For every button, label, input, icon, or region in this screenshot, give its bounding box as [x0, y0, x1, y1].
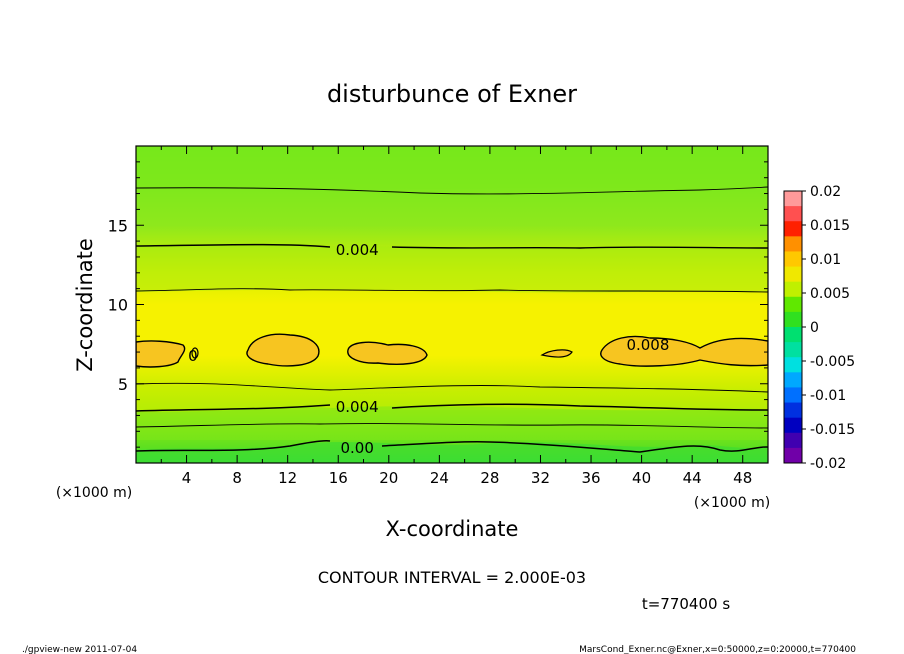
colorbar-segment: [784, 281, 802, 298]
colorbar-segment: [784, 251, 802, 268]
band-upper-green: [136, 146, 768, 189]
plot-area: 0.004 0.008 0 0.004 0.00: [136, 146, 768, 463]
colorbar-segment: [784, 266, 802, 283]
y-axis-ticks: 5 10 15: [108, 161, 768, 448]
colorbar-segment: [784, 221, 802, 237]
colorbar-label: -0.015: [810, 422, 855, 438]
y-axis-label: Z-coordinate: [73, 238, 97, 372]
x-tick-label: 12: [278, 469, 297, 487]
colorbar-label: -0.01: [810, 388, 846, 404]
colorbar-segment: [784, 327, 802, 343]
contour-label: 0.00: [340, 439, 373, 457]
colorbar-segment: [784, 206, 802, 222]
colorbar-label: 0.02: [810, 184, 841, 200]
footer-left: ./gpview-new 2011-07-04: [22, 645, 137, 654]
x-tick-label: 8: [232, 469, 242, 487]
contour-interval-label: CONTOUR INTERVAL = 2.000E-03: [318, 568, 586, 587]
x-tick-label: 24: [430, 469, 449, 487]
contour-lines: [136, 186, 768, 453]
colorbar-label: 0.005: [810, 286, 850, 302]
blob-12: [246, 333, 320, 367]
x-tick-label: 16: [329, 469, 348, 487]
contour-label: 0.008: [626, 336, 669, 354]
x-axis-label: X-coordinate: [386, 517, 519, 541]
colorbar-segment: [784, 432, 802, 449]
colorbar-segment: [784, 387, 802, 404]
colorbar-label: -0.005: [810, 354, 855, 370]
x-tick-label: 28: [480, 469, 499, 487]
footer-right: MarsCond_Exner.nc@Exner,x=0:50000,z=0:20…: [579, 645, 856, 654]
x-tick-label: 40: [632, 469, 651, 487]
colorbar-segment: [784, 296, 802, 313]
chart-title: disturbunce of Exner: [327, 80, 577, 108]
blob-20: [347, 341, 428, 365]
y-tick-label: 10: [108, 296, 128, 315]
colorbar-segment: [784, 191, 802, 207]
time-label: t=770400 s: [642, 595, 730, 613]
colorbar-segment: [784, 402, 802, 419]
band-lower-green: [136, 406, 768, 440]
x-unit-label: (×1000 m): [694, 495, 770, 511]
colorbar: [783, 190, 803, 464]
x-axis-ticks: 4 8 12 16 20 24 28 32 36 40 44 48: [160, 146, 752, 487]
contour-label: 0.004: [336, 398, 379, 416]
contour-labels: 0.004 0.008 0 0.004 0.00: [188, 241, 669, 457]
x-tick-label: 44: [683, 469, 702, 487]
colorbar-segment: [784, 311, 802, 328]
colorbar-segment: [784, 342, 802, 358]
colorbar-segment: [784, 372, 802, 388]
x-tick-label: 20: [379, 469, 398, 487]
x-tick-label: 4: [182, 469, 192, 487]
blob-west: [136, 340, 186, 368]
x-tick-label: 48: [733, 469, 752, 487]
blob-small-west: [191, 347, 199, 359]
contour-label: 0.004: [336, 241, 379, 259]
band-upper-lightgreen: [136, 245, 768, 293]
colorbar-segment: [784, 236, 802, 252]
y-unit-label: (×1000 m): [56, 485, 132, 501]
contour-label: 0: [188, 347, 198, 365]
colorbar-label: 0.01: [810, 252, 841, 268]
blob-33: [540, 349, 573, 358]
colorbar-label: -0.02: [810, 456, 846, 472]
colorbar-label: 0.015: [810, 218, 850, 234]
x-tick-label: 32: [531, 469, 550, 487]
colorbar-labels: 0.02 0.015 0.01 0.005 0 -0.005 -0.01 -0.015 -0.0…: [802, 184, 855, 472]
y-tick-label: 5: [118, 375, 128, 394]
colorbar-label: 0: [810, 320, 819, 336]
y-tick-label: 15: [108, 216, 128, 235]
colorbar-segment: [784, 357, 802, 373]
band-lower-lightgreen: [136, 384, 768, 410]
band-bottom-green: [136, 442, 768, 463]
colorbar-segment: [784, 447, 802, 464]
colorbar-segment: [784, 417, 802, 434]
x-tick-label: 36: [581, 469, 600, 487]
